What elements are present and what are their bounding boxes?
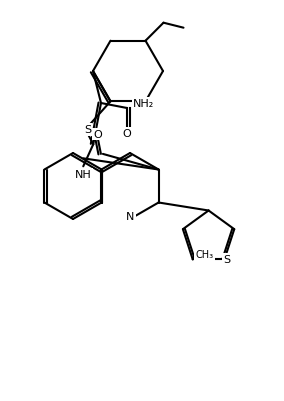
Text: CH₃: CH₃ bbox=[196, 250, 214, 260]
Text: NH: NH bbox=[75, 170, 92, 180]
Text: NH₂: NH₂ bbox=[133, 99, 154, 109]
Text: O: O bbox=[123, 129, 131, 139]
Text: N: N bbox=[126, 211, 134, 221]
Text: O: O bbox=[93, 130, 102, 140]
Text: S: S bbox=[84, 125, 91, 135]
Text: S: S bbox=[223, 255, 230, 265]
